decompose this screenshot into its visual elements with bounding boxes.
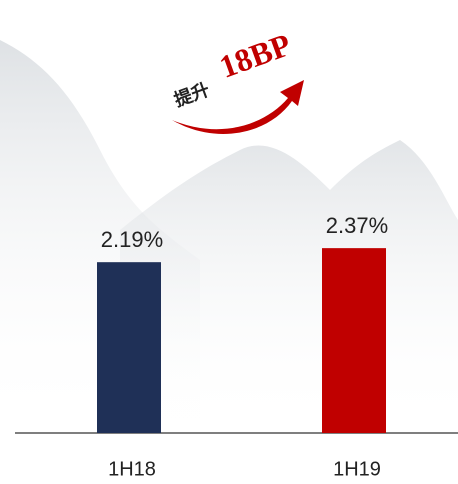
value-label: 2.37% <box>326 213 388 238</box>
annotation: 提升 18BP <box>163 26 298 110</box>
x-tick-label: 1H19 <box>333 458 381 480</box>
background-mountains <box>0 40 458 430</box>
bar <box>322 248 386 433</box>
x-tick-label: 1H18 <box>108 458 156 480</box>
annotation-highlight: 18BP <box>215 26 296 85</box>
chart: 提升 18BP 2.19% 1H18 2.37% 1H19 <box>0 0 458 484</box>
bar <box>97 262 161 433</box>
value-label: 2.19% <box>101 227 163 252</box>
annotation-text: 提升 <box>171 78 212 110</box>
